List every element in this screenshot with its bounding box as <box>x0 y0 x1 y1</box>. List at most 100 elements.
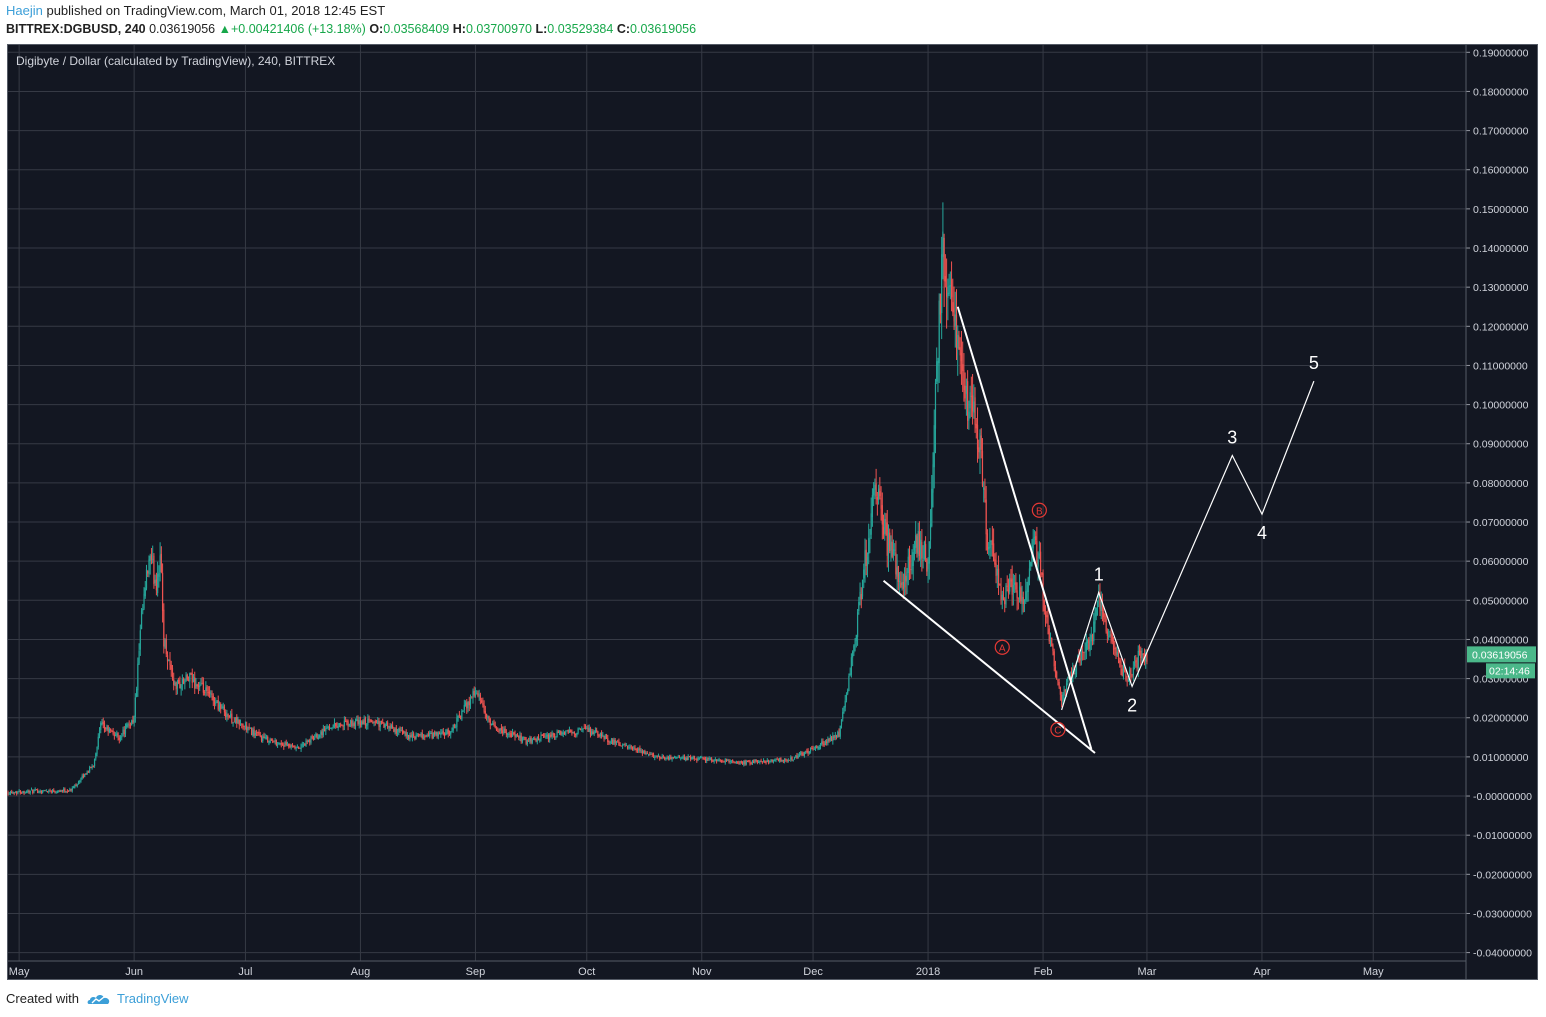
candle-body <box>991 539 993 545</box>
candle-body <box>442 731 444 734</box>
tradingview-brand-link[interactable]: TradingView <box>87 991 189 1006</box>
candle-body <box>215 702 217 704</box>
candle-body <box>93 759 96 767</box>
candle-body <box>664 757 666 759</box>
candle-body <box>178 679 180 684</box>
candle-body <box>110 728 112 731</box>
candle-body <box>108 728 111 733</box>
candle-body <box>795 755 797 758</box>
candle-body <box>11 791 13 794</box>
candle-body <box>750 763 752 765</box>
candle-body <box>149 556 151 562</box>
candle-body <box>827 738 829 744</box>
candle-body <box>30 789 33 791</box>
candle-body <box>714 759 716 761</box>
candle-body <box>264 736 266 739</box>
candle-body <box>917 530 919 555</box>
candle-body <box>701 757 703 759</box>
candle-body <box>71 787 73 791</box>
candle-body <box>161 572 164 612</box>
candle-body <box>889 532 891 552</box>
candle-body <box>1000 586 1002 601</box>
candle-body <box>758 761 760 763</box>
wedge-trendline <box>882 579 1096 754</box>
candle-body <box>675 756 677 758</box>
candle-body <box>605 735 608 739</box>
candle-body <box>132 719 134 723</box>
candle-body <box>239 722 242 726</box>
candle-body <box>923 541 925 560</box>
candle-body <box>666 757 668 759</box>
candle-body <box>429 732 431 737</box>
candle-body <box>314 737 316 740</box>
candle-body <box>539 739 541 741</box>
candle-body <box>293 745 295 747</box>
candle-body <box>858 602 860 612</box>
candle-body <box>1005 585 1007 605</box>
candle-body <box>233 721 235 723</box>
publish-info: Haejin published on TradingView.com, Mar… <box>6 3 385 18</box>
author-link[interactable]: Haejin <box>6 3 43 18</box>
x-tick-label: Oct <box>578 966 595 978</box>
candle-body <box>357 719 359 724</box>
candle-body <box>267 736 269 743</box>
candle-body <box>733 761 735 763</box>
candle-body <box>288 743 290 747</box>
candle-body <box>421 733 423 738</box>
candle-body <box>971 395 974 412</box>
candle-body <box>305 740 307 746</box>
candle-body <box>1146 654 1148 662</box>
candle-body <box>33 790 35 793</box>
candle-body <box>667 756 669 760</box>
y-tick-label: 0.04000000 <box>1473 634 1529 646</box>
candle-body <box>926 559 928 572</box>
candle-body <box>426 734 428 737</box>
y-tick-label: -0.04000000 <box>1473 948 1532 960</box>
candle-body <box>597 731 599 736</box>
candle-body <box>929 524 932 540</box>
candle-body <box>122 729 124 737</box>
candle-body <box>617 741 619 743</box>
candle-body <box>861 579 864 597</box>
candle-body <box>723 761 725 763</box>
candle-body <box>728 760 730 762</box>
candle-body <box>774 760 776 761</box>
candle-body <box>64 788 66 792</box>
candle-body <box>338 723 341 727</box>
candle-body <box>415 735 417 739</box>
candle-body <box>864 550 866 570</box>
candle-body <box>1079 658 1081 661</box>
candle-body <box>311 736 313 738</box>
candle-body <box>1062 694 1064 701</box>
candle-body <box>257 732 259 733</box>
candle-body <box>884 519 886 534</box>
candle-body <box>363 719 365 725</box>
candle-body <box>346 721 348 723</box>
candle-body <box>460 715 462 719</box>
candle-body <box>660 757 662 759</box>
candle-body <box>157 574 159 593</box>
candle-body <box>169 659 171 666</box>
candle-body <box>645 753 647 755</box>
candle-body <box>1138 650 1141 653</box>
candle-body <box>769 760 771 762</box>
candle-body <box>391 725 394 728</box>
candle-body <box>102 721 104 725</box>
candle-body <box>741 762 744 765</box>
candle-body <box>242 723 244 727</box>
candle-body <box>347 721 349 727</box>
candle-body <box>322 728 324 736</box>
candle-body <box>647 753 650 755</box>
wave-b-circle <box>1031 502 1047 518</box>
candle-body <box>1114 647 1116 650</box>
candle-body <box>876 497 878 500</box>
candle-body <box>143 593 145 609</box>
candle-body <box>234 717 237 723</box>
candle-body <box>1014 582 1016 585</box>
candle-body <box>544 736 546 738</box>
candle-body <box>753 760 755 763</box>
candle-body <box>949 285 951 287</box>
candle-body <box>638 748 640 751</box>
candle-body <box>1032 538 1034 549</box>
